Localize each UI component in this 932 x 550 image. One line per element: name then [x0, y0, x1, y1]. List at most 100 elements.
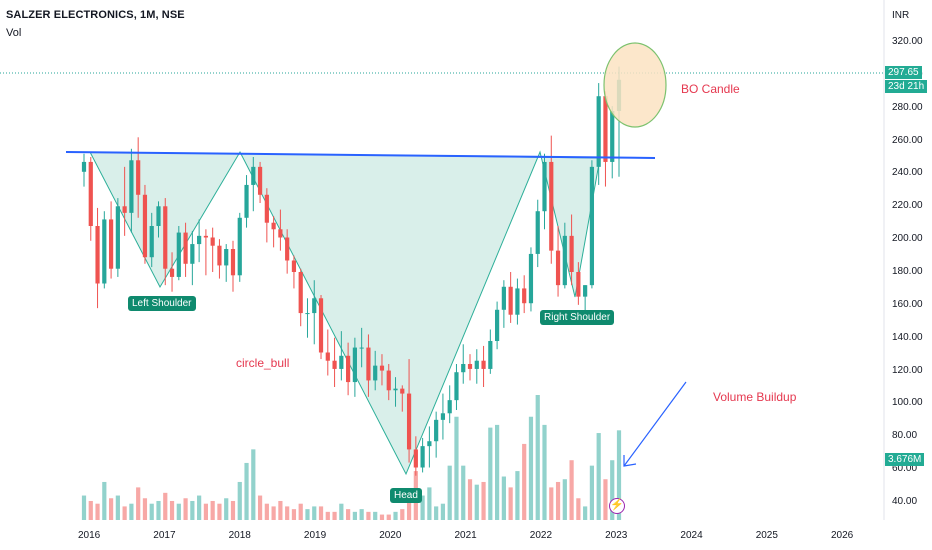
candle-body	[406, 393, 412, 450]
volume-bar	[495, 424, 500, 520]
volume-bar	[481, 481, 486, 520]
volume-bar	[325, 511, 330, 520]
year-tick-label: 2018	[228, 530, 251, 541]
volume-bar	[88, 500, 93, 520]
volume-bar	[95, 503, 100, 520]
right-shoulder-label[interactable]: Right Shoulder	[540, 310, 615, 325]
bo-candle-annotation[interactable]: BO Candle	[681, 82, 740, 96]
last-price-badge: 297.65	[885, 66, 922, 79]
candle	[610, 106, 615, 179]
candle	[149, 212, 154, 268]
volume-bar	[610, 460, 615, 520]
volume-buildup-annotation[interactable]: Volume Buildup	[713, 390, 797, 404]
volume-bar	[352, 511, 357, 520]
volume-bar	[210, 500, 215, 520]
candle	[115, 198, 120, 277]
volume-bar	[555, 481, 561, 520]
volume-bar	[251, 449, 256, 520]
price-tick-label: 240.00	[892, 167, 923, 179]
candle	[264, 188, 269, 243]
candle-body	[474, 360, 479, 369]
left-shoulder-label[interactable]: Left Shoulder	[128, 296, 196, 311]
candle-body	[535, 211, 540, 254]
candle	[596, 83, 601, 185]
volume-bar	[535, 395, 540, 520]
candle-body	[386, 370, 391, 391]
price-tick-label: 160.00	[892, 298, 923, 310]
volume-bar	[318, 506, 324, 520]
candle-body	[488, 341, 493, 369]
candle	[285, 229, 290, 274]
candle-body	[603, 96, 608, 162]
candle-body	[210, 237, 215, 246]
candle	[589, 160, 595, 289]
volume-bar	[298, 503, 303, 520]
volume-bar	[244, 462, 249, 520]
candle	[366, 334, 371, 397]
volume-bar	[373, 511, 378, 520]
candle-body	[454, 372, 459, 401]
lightning-icon[interactable]: ⚡	[609, 498, 625, 514]
candle-body	[596, 96, 601, 167]
candle-body	[434, 419, 439, 442]
year-tick-label: 2025	[755, 530, 778, 541]
circle-bull-annotation[interactable]: circle_bull	[236, 356, 290, 370]
volume-bar	[434, 506, 439, 520]
volume-bar	[332, 511, 337, 520]
candle	[257, 161, 263, 203]
candle	[434, 411, 439, 458]
price-tick-label: 80.00	[892, 430, 918, 442]
candle-body	[183, 232, 188, 264]
candle-body	[149, 226, 154, 258]
volume-bar	[467, 479, 473, 520]
head-label[interactable]: Head	[390, 488, 422, 503]
candle	[88, 157, 93, 241]
volume-bar	[271, 506, 276, 520]
candle	[352, 337, 357, 397]
candle	[312, 280, 317, 345]
candle-body	[108, 219, 114, 269]
year-tick-label: 2026	[831, 530, 854, 541]
candle	[488, 329, 493, 374]
candle	[129, 148, 134, 233]
volume-bar	[291, 509, 297, 520]
candle-body	[339, 355, 344, 369]
candle	[467, 354, 473, 381]
candle	[583, 285, 588, 312]
candle	[346, 342, 351, 396]
candle	[142, 184, 148, 264]
candle-body	[257, 166, 263, 195]
neckline[interactable]	[65, 151, 656, 159]
candle-body	[515, 288, 520, 315]
volume-bar	[549, 487, 554, 520]
volume-bar	[474, 484, 479, 520]
price-tick-label: 140.00	[892, 331, 923, 343]
candle-body	[413, 449, 418, 468]
volume-bar	[576, 498, 581, 520]
year-tick-label: 2021	[454, 530, 477, 541]
candle	[413, 436, 418, 476]
candle-body	[298, 272, 303, 314]
candle	[339, 331, 344, 381]
candle	[183, 222, 188, 277]
bo-candle-circle[interactable]	[603, 42, 667, 128]
volume-bar	[257, 495, 263, 520]
candle	[122, 166, 127, 236]
candle-body	[576, 272, 581, 297]
volume-bar	[339, 503, 344, 520]
candle-body	[169, 268, 175, 277]
candle-body	[522, 288, 527, 304]
candle	[501, 280, 506, 328]
volume-bar	[224, 498, 229, 520]
volume-bar	[197, 495, 202, 520]
candle-body	[495, 309, 500, 341]
candle-body	[217, 245, 222, 266]
volume-label[interactable]: Vol	[6, 27, 22, 39]
candle	[136, 137, 141, 218]
volume-buildup-arrow[interactable]	[623, 381, 687, 467]
candle-body	[447, 400, 452, 414]
volume-bar	[190, 500, 195, 520]
volume-bar	[156, 500, 161, 520]
candle-body	[501, 286, 506, 310]
